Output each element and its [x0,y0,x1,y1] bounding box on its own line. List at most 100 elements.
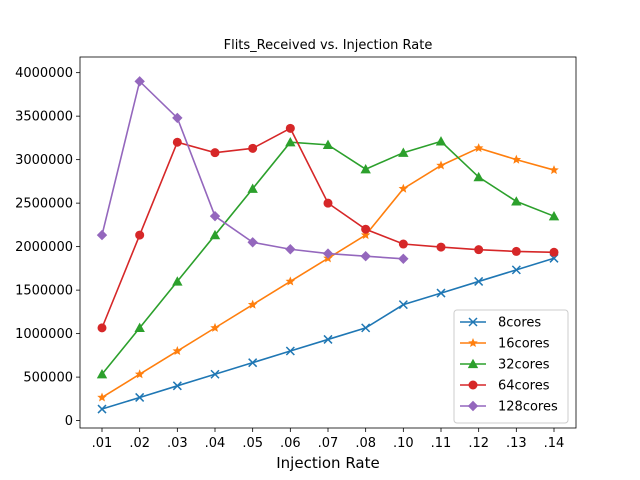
data-point-64cores [135,230,145,240]
data-point-32cores [435,136,447,146]
data-point-32cores [322,139,334,150]
chart-title: Flits_Received vs. Injection Rate [224,38,433,53]
legend-box [453,309,569,424]
data-point-32cores [285,137,296,147]
x-tick-label: .04 [205,436,226,451]
data-point-64cores [511,246,521,256]
data-point-16cores [210,322,220,332]
y-tick-label: 2500000 [15,197,73,212]
x-tick-label: .08 [355,436,376,451]
data-point-16cores [473,143,484,153]
x-tick-label: .10 [393,436,414,451]
y-tick-label: 3000000 [15,153,73,168]
y-tick-label: 2000000 [15,240,73,255]
data-point-16cores [549,165,559,175]
x-tick-label: .12 [468,436,489,451]
x-tick-label: .11 [431,436,452,451]
data-point-32cores [548,210,560,221]
data-point-64cores [172,137,182,147]
data-point-64cores [474,245,484,255]
data-point-8cores [248,358,258,368]
data-point-128cores [209,210,221,222]
data-point-8cores [172,381,182,391]
data-point-8cores [398,300,408,310]
data-point-32cores [172,276,183,286]
data-point-128cores [96,229,108,241]
x-tick-label: .13 [506,436,527,451]
data-point-32cores [360,164,371,174]
y-tick-label: 1000000 [15,327,73,342]
legend-label: 32cores [498,358,550,373]
legend-item-16cores: 16cores [460,337,550,352]
x-tick-label: .14 [544,436,565,451]
data-point-64cores [323,198,333,208]
legend-label: 8cores [498,316,541,331]
data-point-128cores [134,76,145,87]
series-32cores [96,136,560,379]
data-point-32cores [96,369,108,379]
y-tick-label: 500000 [23,371,73,386]
series-8cores [97,253,559,414]
series-128cores [96,76,409,265]
data-point-16cores [97,392,107,402]
data-point-8cores [474,276,484,286]
data-point-128cores [398,253,409,265]
y-tick-label: 3500000 [15,110,73,125]
data-point-64cores [436,242,446,252]
data-point-32cores [209,229,221,240]
legend-marker [467,400,479,412]
data-point-8cores [285,346,295,356]
data-point-16cores [285,276,296,286]
legend-item-8cores: 8cores [460,316,541,331]
data-point-8cores [511,265,521,275]
x-tick-label: .03 [167,436,188,451]
data-point-64cores [398,239,408,249]
data-point-8cores [210,369,220,379]
legend-label: 64cores [498,379,550,394]
legend-marker [468,317,478,327]
x-tick-label: .07 [318,436,339,451]
x-tick-label: .05 [242,436,263,451]
legend-marker [468,380,478,390]
axes: 0 500000 1000000 1500000 2000000 2500000 30000… [15,56,577,451]
data-point-32cores [511,196,522,206]
data-point-8cores [361,323,371,333]
data-point-8cores [323,334,333,344]
data-point-64cores [361,224,371,234]
y-tick-label: 0 [65,414,73,429]
legend-item-64cores: 64cores [460,379,550,394]
series-64cores [97,123,559,333]
data-point-128cores [360,251,371,262]
data-point-32cores [247,183,258,193]
data-point-128cores [285,244,296,255]
data-point-128cores [247,237,258,248]
x-axis-title: Injection Rate [276,454,379,472]
data-point-64cores [97,323,107,333]
legend-label: 16cores [498,337,550,352]
data-point-16cores [172,346,183,356]
x-tick-label: .06 [280,436,301,451]
legend-item-32cores: 32cores [460,358,550,373]
data-point-32cores [398,147,409,157]
data-point-16cores [134,369,145,379]
data-point-16cores [247,299,258,309]
x-tick-label: .01 [92,436,113,451]
legend-marker [468,338,478,348]
data-point-8cores [436,288,446,298]
legend-item-128cores: 128cores [460,400,558,415]
data-point-32cores [473,171,484,182]
y-tick-label: 1500000 [15,284,73,299]
legend-marker [467,358,479,369]
data-point-16cores [511,154,522,164]
plot-area [96,76,560,414]
data-point-64cores [285,123,295,133]
data-point-64cores [210,148,220,158]
data-point-8cores [97,404,107,414]
legend-label: 128cores [498,400,558,415]
plot-frame [79,56,577,429]
data-point-8cores [135,392,145,402]
data-point-128cores [172,112,183,124]
data-point-128cores [322,248,334,259]
x-tick-label: .02 [129,436,150,451]
